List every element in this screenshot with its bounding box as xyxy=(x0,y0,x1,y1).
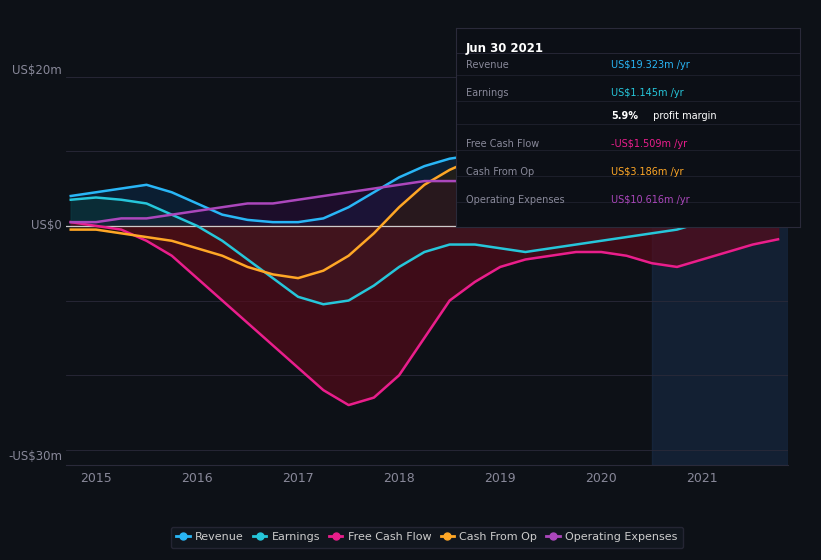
Text: US$3.186m /yr: US$3.186m /yr xyxy=(611,167,683,177)
Text: Revenue: Revenue xyxy=(466,60,509,70)
Text: Jun 30 2021: Jun 30 2021 xyxy=(466,42,544,55)
Text: -US$1.509m /yr: -US$1.509m /yr xyxy=(611,139,687,150)
Text: 5.9%: 5.9% xyxy=(611,111,638,122)
Bar xyxy=(652,62,788,465)
Text: US$10.616m /yr: US$10.616m /yr xyxy=(611,195,690,205)
Text: profit margin: profit margin xyxy=(650,111,717,122)
Text: US$0: US$0 xyxy=(31,220,62,232)
Legend: Revenue, Earnings, Free Cash Flow, Cash From Op, Operating Expenses: Revenue, Earnings, Free Cash Flow, Cash … xyxy=(171,527,683,548)
Text: Free Cash Flow: Free Cash Flow xyxy=(466,139,539,150)
Text: Operating Expenses: Operating Expenses xyxy=(466,195,565,205)
Text: US$1.145m /yr: US$1.145m /yr xyxy=(611,87,683,97)
Text: Earnings: Earnings xyxy=(466,87,508,97)
Text: US$19.323m /yr: US$19.323m /yr xyxy=(611,60,690,70)
Text: -US$30m: -US$30m xyxy=(8,450,62,463)
Text: Cash From Op: Cash From Op xyxy=(466,167,534,177)
Text: US$20m: US$20m xyxy=(12,63,62,77)
